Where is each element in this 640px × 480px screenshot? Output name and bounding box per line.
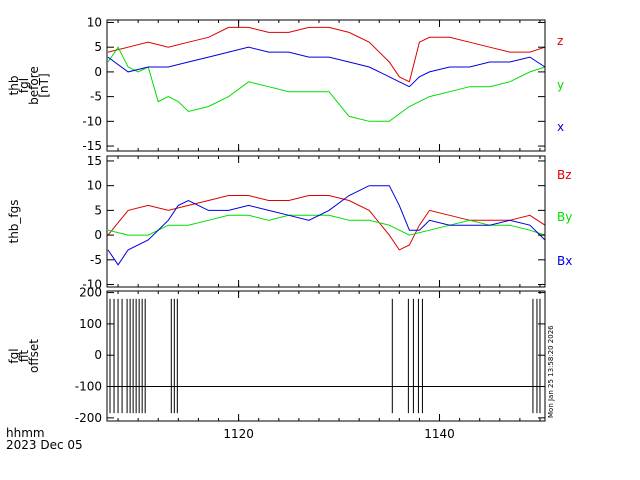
y-tick-label: 200 — [79, 286, 102, 300]
series-line-bx — [107, 185, 546, 266]
y-axis-title-line: thb — [7, 76, 21, 96]
y-tick-label: -200 — [75, 411, 102, 425]
series-line-by — [107, 214, 546, 236]
footer-date: 2023 Dec 05 — [6, 438, 83, 452]
timestamp-label: Mon Jan 25 13:58:20 2026 — [547, 325, 555, 418]
legend-entry-y: y — [557, 78, 564, 92]
y-tick-label: -10 — [82, 278, 102, 292]
y-tick-label: 10 — [87, 15, 102, 29]
panel-2: -10 -5 0 5 10 15 thb_fgs Bz By Bx — [7, 154, 572, 292]
y-tick-label: 0 — [94, 65, 102, 79]
y-tick-label: 0 — [94, 228, 102, 242]
panel-3: -200 -100 0 100 200 fglfitoffset — [7, 286, 546, 425]
legend-entry-z: z — [557, 34, 563, 48]
y-axis-title-line: before — [27, 66, 41, 105]
y-axis-title-line: fgl — [17, 78, 31, 93]
y-tick-label: -15 — [82, 139, 102, 153]
legend-entry-bz: Bz — [557, 168, 572, 182]
series-line-y — [107, 46, 546, 122]
y-axis-title: thb_fgs — [7, 199, 21, 243]
y-tick-label: 10 — [87, 179, 102, 193]
x-tick-label: 1140 — [424, 427, 455, 441]
y-tick-label: -10 — [82, 114, 102, 128]
y-tick-label: 0 — [94, 348, 102, 362]
legend-entry-bx: Bx — [557, 254, 572, 268]
y-tick-label: 5 — [94, 203, 102, 217]
legend-entry-x: x — [557, 120, 564, 134]
y-axis-title: fglfitoffset — [7, 339, 41, 373]
legend-entry-by: By — [557, 210, 572, 224]
y-axis-title-line: thb_fgs — [7, 199, 21, 243]
y-axis-title-line: fgl — [7, 348, 21, 363]
y-axis-title-line: [nT] — [37, 73, 51, 97]
y-axis-title: thbfglbefore[nT] — [7, 66, 51, 105]
y-tick-label: -100 — [75, 380, 102, 394]
y-tick-label: -5 — [90, 90, 102, 104]
y-tick-label: -5 — [90, 253, 102, 267]
x-tick-label: 1120 — [223, 427, 254, 441]
panel-frame — [106, 19, 546, 152]
y-axis-title-line: fit — [17, 350, 31, 363]
series-line-x — [107, 46, 546, 88]
y-tick-label: 100 — [79, 317, 102, 331]
y-tick-label: 5 — [94, 40, 102, 54]
y-tick-label: 15 — [87, 154, 102, 168]
panel-1: -15 -10 -5 0 5 10 thbfglbefore[nT] z y x — [7, 15, 564, 153]
panel-frame — [106, 290, 546, 422]
footer-hhmm: hhmm — [6, 426, 45, 440]
y-axis-title-line: offset — [27, 339, 41, 373]
panel-frame — [106, 155, 546, 288]
series-line-z — [107, 26, 546, 83]
